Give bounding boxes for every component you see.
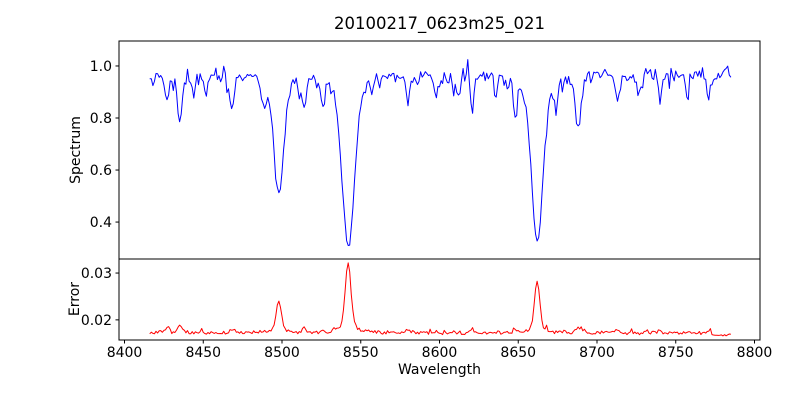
spectrum-line: [149, 59, 732, 246]
x-tick-label: 8700: [579, 345, 615, 361]
x-tick-label: 8800: [737, 345, 773, 361]
x-tick-label: 8750: [658, 345, 694, 361]
x-tick-label: 8550: [343, 345, 379, 361]
x-tick-label: 8400: [107, 345, 143, 361]
x-tick-label: 8500: [264, 345, 300, 361]
x-axis-label: Wavelength: [397, 362, 482, 378]
spectrum-y-tick-label: 1.0: [90, 59, 112, 75]
spectrum-y-tick-label: 0.8: [90, 111, 112, 127]
x-tick-label: 8650: [500, 345, 536, 361]
spectrum-axis-label: Spectrum: [68, 116, 84, 184]
spectrum-y-tick-label: 0.6: [90, 163, 112, 179]
error-y-tick-label: 0.02: [81, 313, 112, 329]
error-panel-frame: [118, 258, 761, 341]
spectrum-panel-frame: [118, 40, 761, 260]
error-line: [149, 262, 731, 337]
x-tick-label: 8450: [185, 345, 221, 361]
spectrum-y-tick-label: 0.4: [90, 215, 112, 231]
error-y-tick-label: 0.03: [81, 266, 112, 282]
plot-title: 20100217_0623m25_021: [333, 14, 546, 33]
error-axis-label: Error: [67, 281, 83, 317]
x-tick-label: 8600: [422, 345, 458, 361]
